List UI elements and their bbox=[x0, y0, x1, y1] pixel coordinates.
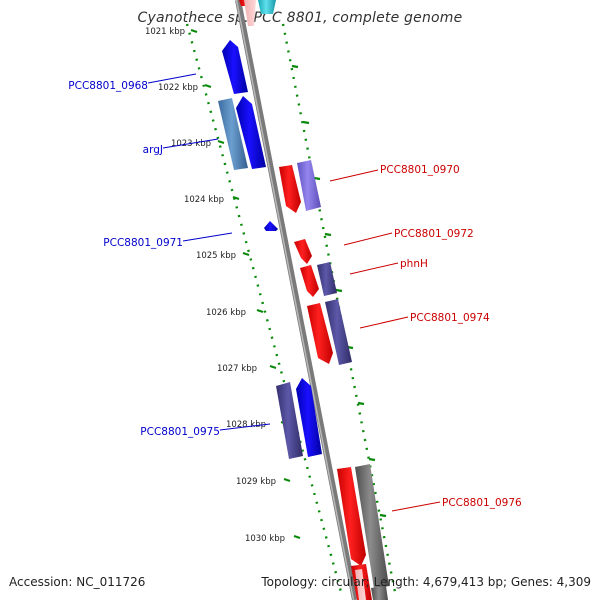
kbp-tick-label: 1022 kbp bbox=[158, 83, 198, 93]
gene-label-text[interactable]: PCC8801_0974 bbox=[410, 312, 490, 324]
gene-label-text[interactable]: PCC8801_0972 bbox=[394, 228, 474, 240]
gene-arrow[interactable] bbox=[371, 586, 388, 600]
gene-label-right[interactable]: PCC8801_0976 bbox=[391, 497, 522, 512]
gene-arrow[interactable] bbox=[297, 160, 321, 211]
gene-label-left[interactable]: argJ bbox=[143, 138, 219, 156]
gene-label-text[interactable]: PCC8801_0976 bbox=[442, 497, 522, 509]
gene-label-right[interactable]: PCC8801_0970 bbox=[329, 164, 460, 182]
kbp-tick: 1023 kbp bbox=[171, 139, 225, 149]
kbp-tick-label: 1021 kbp bbox=[145, 27, 185, 37]
gene-arrow-pcc8801-0971[interactable] bbox=[264, 221, 278, 231]
kbp-tick: 1030 kbp bbox=[245, 534, 301, 544]
map-title: Cyanothece sp. PCC 8801, complete genome bbox=[137, 10, 463, 26]
kbp-tick: 1024 kbp bbox=[184, 195, 240, 205]
gene-arrow-pcc8801-0976[interactable] bbox=[337, 467, 366, 566]
gene-labels: PCC8801_0968 argJ PCC8801_0971 PCC8801_0… bbox=[68, 73, 522, 512]
gene-label-right[interactable]: PCC8801_0972 bbox=[343, 228, 474, 246]
kbp-tick-label: 1026 kbp bbox=[206, 308, 246, 318]
gene-arrow[interactable] bbox=[244, 0, 256, 26]
gene-label-text[interactable]: PCC8801_0975 bbox=[140, 426, 220, 438]
kbp-tick-label: 1030 kbp bbox=[245, 534, 285, 544]
gene-label-text[interactable]: phnH bbox=[400, 258, 428, 270]
kbp-tick-label: 1029 kbp bbox=[236, 477, 276, 487]
gene-label-text[interactable]: argJ bbox=[143, 144, 163, 156]
gene-arrow[interactable] bbox=[355, 464, 389, 589]
kbp-tick: 1022 kbp bbox=[158, 83, 212, 93]
gene-arrow-pcc8801-0975[interactable] bbox=[276, 382, 303, 459]
gene-label-text[interactable]: PCC8801_0968 bbox=[68, 80, 148, 92]
gene-arrow-pcc8801-0974[interactable] bbox=[307, 303, 333, 364]
gene-arrow-argj[interactable] bbox=[218, 98, 248, 170]
gene-arrow-pcc8801-0972[interactable] bbox=[294, 239, 312, 264]
gene-label-right[interactable]: PCC8801_0974 bbox=[359, 312, 490, 329]
gene-arrow-phnh[interactable] bbox=[300, 265, 319, 297]
kbp-tick: 1026 kbp bbox=[206, 308, 264, 318]
gene-arrow[interactable] bbox=[325, 299, 352, 365]
gene-arrow-pcc8801-0968[interactable] bbox=[222, 40, 248, 94]
gene-arrow[interactable] bbox=[296, 378, 322, 457]
gene-arrow[interactable] bbox=[317, 262, 337, 296]
genome-backbone bbox=[235, 0, 358, 600]
gene-label-left[interactable]: PCC8801_0968 bbox=[68, 73, 197, 92]
gene-arrow[interactable] bbox=[236, 96, 266, 169]
gene-label-text[interactable]: PCC8801_0971 bbox=[103, 237, 183, 249]
gene-arrow[interactable] bbox=[258, 0, 276, 14]
gene-arrow[interactable] bbox=[355, 569, 366, 600]
kbp-tick-label: 1025 kbp bbox=[196, 251, 236, 261]
gene-label-left[interactable]: PCC8801_0975 bbox=[140, 423, 271, 438]
kbp-tick-label: 1023 kbp bbox=[171, 139, 211, 149]
kbp-tick-label: 1027 kbp bbox=[217, 364, 257, 374]
gene-label-right[interactable]: phnH bbox=[349, 258, 428, 275]
accession-text: Accession: NC_011726 bbox=[9, 575, 146, 589]
kbp-tick: 1025 kbp bbox=[196, 251, 250, 261]
kbp-tick: 1021 kbp bbox=[145, 27, 198, 37]
kbp-tick: 1029 kbp bbox=[236, 477, 291, 487]
kbp-tick-label: 1024 kbp bbox=[184, 195, 224, 205]
genome-summary-text: Topology: circular; Length: 4,679,413 bp… bbox=[261, 575, 591, 589]
gene-arrow-pcc8801-0970[interactable] bbox=[279, 165, 301, 213]
kbp-ticks: 1021 kbp 1022 kbp 1023 kbp 1024 kbp 1025… bbox=[145, 27, 387, 544]
kbp-tick-label: 1028 kbp bbox=[226, 420, 266, 430]
gene-label-text[interactable]: PCC8801_0970 bbox=[380, 164, 460, 176]
gene-label-left[interactable]: PCC8801_0971 bbox=[103, 232, 233, 249]
kbp-tick: 1027 kbp bbox=[217, 364, 277, 374]
gene-features bbox=[218, 0, 389, 600]
